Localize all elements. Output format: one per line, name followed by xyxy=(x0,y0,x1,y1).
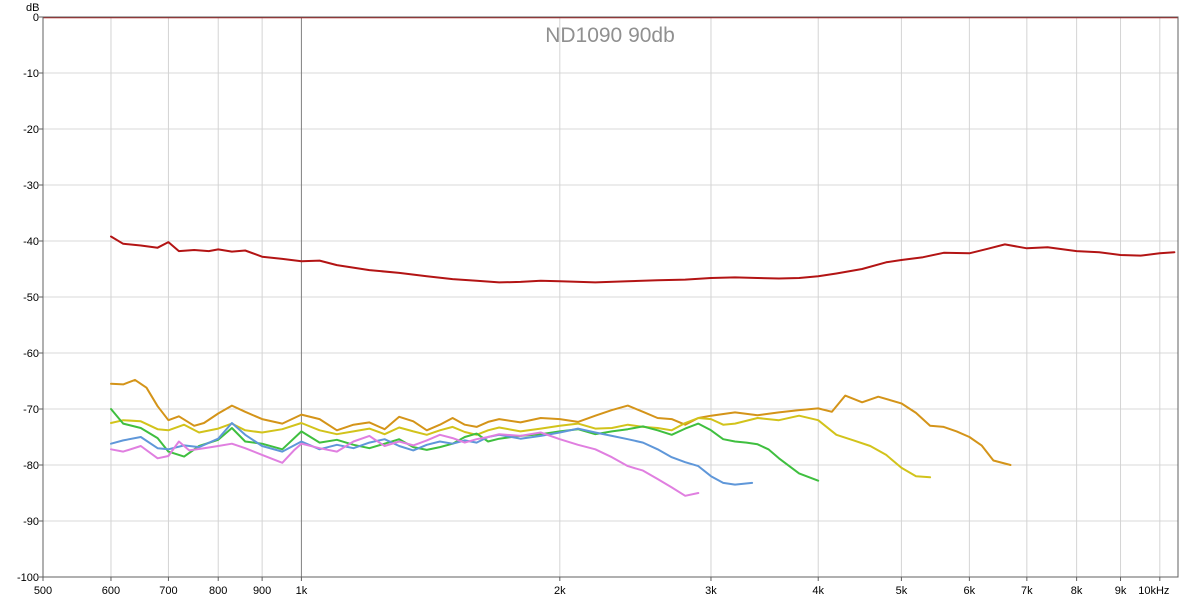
y-tick-label: -40 xyxy=(23,236,39,248)
x-tick-label: 5k xyxy=(896,585,908,597)
y-tick-label: -50 xyxy=(23,292,39,304)
series-group xyxy=(110,235,1176,497)
x-tick-label: 8k xyxy=(1071,585,1083,597)
x-tick-label: 600 xyxy=(102,585,120,597)
x-tick-label: 900 xyxy=(253,585,271,597)
y-tick-labels: 0 -10 -20 -30 -40 -50 -60 -70 -80 -90 -100 xyxy=(17,12,39,584)
plot-frame xyxy=(42,16,1179,578)
y-tick-label: -30 xyxy=(23,180,39,192)
y-tick-label: -10 xyxy=(23,68,39,80)
y-tick-label: -100 xyxy=(17,572,39,584)
y-tick-label: -60 xyxy=(23,348,39,360)
x-tick-label: 6k xyxy=(964,585,976,597)
x-tick-label: 7k xyxy=(1021,585,1033,597)
series-line-4 xyxy=(110,408,820,482)
x-tick-labels: 500 600 700 800 900 1k 2k 3k 4k 5k 6k 7k 8k 9k 10kHz xyxy=(34,585,1170,597)
y-tick-label: 0 xyxy=(33,12,39,24)
series-line-6 xyxy=(110,431,700,497)
y-axis-label: dB xyxy=(26,2,39,14)
x-tick-label: 9k xyxy=(1115,585,1127,597)
chart-title: ND1090 90db xyxy=(545,24,675,47)
series-line-1 xyxy=(110,235,1176,284)
x-tick-label: 4k xyxy=(812,585,824,597)
x-tick-label: 800 xyxy=(209,585,227,597)
x-tick-label: 3k xyxy=(705,585,717,597)
x-tick-label: 1k xyxy=(296,585,308,597)
x-tick-label: 2k xyxy=(554,585,566,597)
series-line-3 xyxy=(110,414,932,479)
y-tick-label: -70 xyxy=(23,404,39,416)
series-line-5 xyxy=(110,422,754,486)
y-tick-label: -90 xyxy=(23,516,39,528)
series-line-2 xyxy=(110,378,1012,466)
y-tick-label: -80 xyxy=(23,460,39,472)
y-tick-label: -20 xyxy=(23,124,39,136)
x-tick-label: 10kHz xyxy=(1138,585,1169,597)
x-tick-label: 700 xyxy=(159,585,177,597)
x-tick-label: 500 xyxy=(34,585,52,597)
